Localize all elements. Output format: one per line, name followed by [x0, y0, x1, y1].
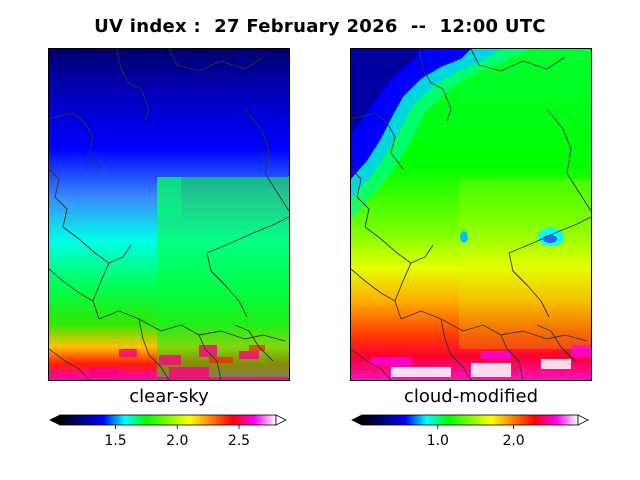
- colorbar-tick-label: 1.0: [427, 433, 449, 449]
- colorbar-extend-low: [351, 414, 363, 426]
- colorbar-extend-high: [275, 414, 287, 426]
- clear-sky-label: clear-sky: [129, 386, 209, 407]
- colorbar-gradient: [59, 414, 277, 426]
- cloud-modified-heatmap: [351, 49, 591, 380]
- clear-sky-map-panel: [48, 48, 290, 381]
- figure-title: UV index : 27 February 2026 -- 12:00 UTC: [94, 16, 546, 37]
- colorbar-tick-label: 1.5: [104, 433, 126, 449]
- colorbar-tick-label: 2.0: [502, 433, 524, 449]
- colorbar-tick-label: 2.5: [228, 433, 250, 449]
- clear-sky-heatmap: [49, 49, 289, 380]
- cloud-modified-colorbar: 1.0 2.0: [351, 414, 589, 449]
- cloud-modified-map-panel: [350, 48, 592, 381]
- colorbar-gradient: [361, 414, 579, 426]
- colorbar-extend-low: [49, 414, 61, 426]
- colorbar-tick-label: 2.0: [166, 433, 188, 449]
- clear-sky-colorbar: 1.5 2.0 2.5: [49, 414, 287, 449]
- cloud-modified-label: cloud-modified: [403, 386, 539, 407]
- colorbar-extend-high: [577, 414, 589, 426]
